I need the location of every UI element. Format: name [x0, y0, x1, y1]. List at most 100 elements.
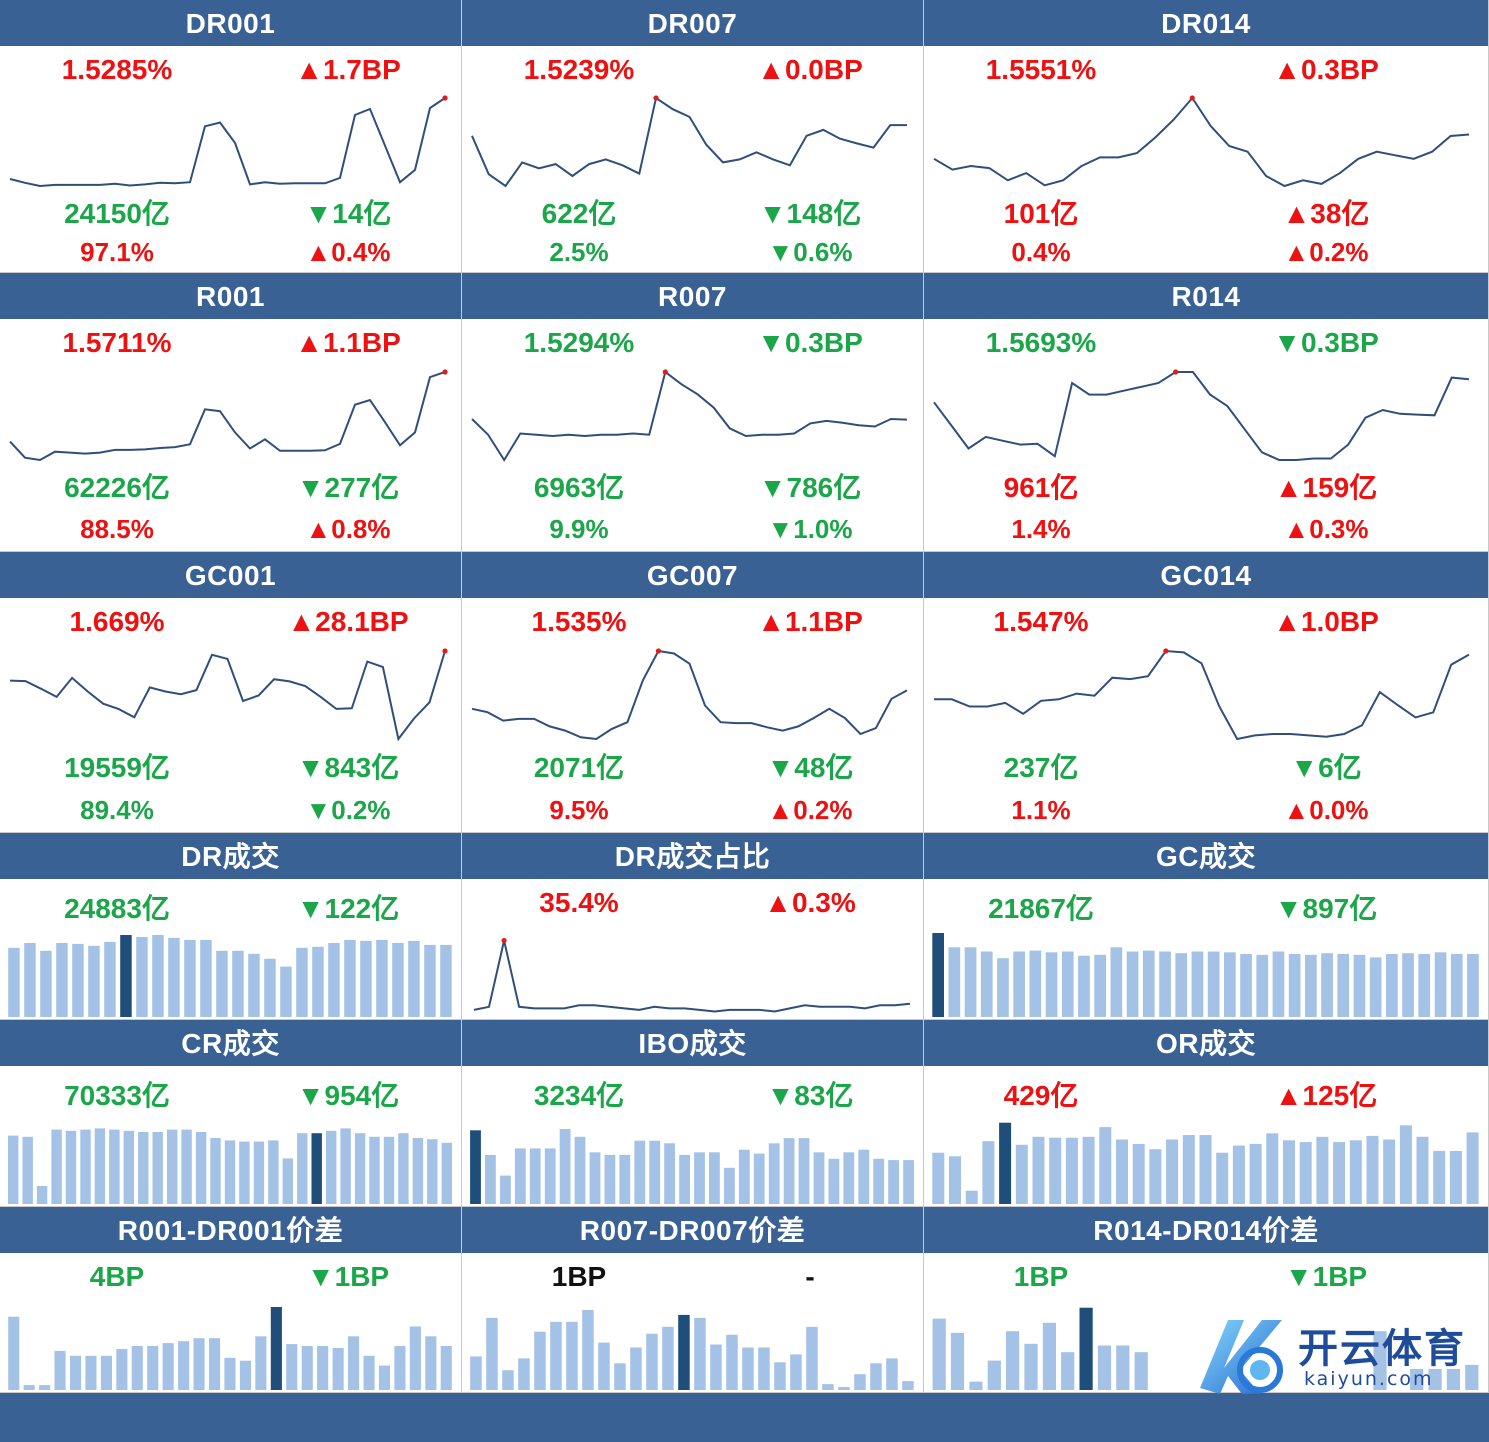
- bar-chart: [932, 1122, 1479, 1204]
- bar: [1399, 1125, 1412, 1204]
- bar: [70, 1355, 82, 1390]
- rate-value: 1.547%: [993, 606, 1089, 637]
- bar: [425, 1336, 437, 1390]
- bar: [1434, 952, 1447, 1017]
- bar: [168, 937, 180, 1017]
- bar: [1428, 1369, 1442, 1390]
- share-change: ▲0.4%: [305, 237, 391, 267]
- share-value: 9.5%: [549, 795, 609, 825]
- bar: [1418, 954, 1431, 1017]
- bar: [518, 1358, 530, 1390]
- bar: [40, 950, 52, 1017]
- bar: [649, 1140, 661, 1204]
- bar: [1159, 951, 1171, 1017]
- bar: [1433, 1150, 1446, 1204]
- bar: [724, 1167, 735, 1204]
- panel-r007: R007 1.5294% ▼0.3BP 6963亿 ▼786亿 9.9% ▼1.0%: [462, 273, 924, 552]
- bar: [982, 1141, 995, 1204]
- footer-bar: [0, 1393, 1489, 1442]
- bar: [980, 951, 993, 1017]
- bar: [679, 1154, 690, 1204]
- bar: [282, 1158, 293, 1204]
- bar: [54, 1350, 66, 1390]
- bar: [742, 1347, 754, 1390]
- bar: [1256, 954, 1269, 1017]
- bar: [500, 1175, 511, 1204]
- value-change: ▼122亿: [296, 893, 400, 924]
- bar: [408, 940, 420, 1017]
- bar: [152, 935, 164, 1017]
- panel-title: R001: [0, 273, 461, 319]
- bar: [1316, 1136, 1329, 1204]
- panel-gc007: GC007 1.535% ▲1.1BP 2071亿 ▼48亿 9.5% ▲0.2%: [462, 552, 924, 833]
- panel-title: DR014: [924, 0, 1488, 46]
- bar: [1410, 1369, 1424, 1390]
- share-change: ▲0.8%: [305, 514, 391, 544]
- bar: [65, 1130, 77, 1204]
- volume-value: 622亿: [541, 198, 617, 229]
- bar: [948, 947, 961, 1017]
- bar: [902, 1381, 914, 1390]
- bar: [806, 1326, 818, 1390]
- trend-line-chart: [471, 648, 908, 741]
- bar: [104, 941, 116, 1017]
- bar: [574, 1136, 586, 1204]
- rate-change: ▲1.1BP: [757, 606, 863, 637]
- rate-change: ▲0.0BP: [757, 54, 863, 85]
- bar: [88, 945, 100, 1017]
- bar: [709, 1152, 720, 1204]
- max-point-marker: [1163, 648, 1169, 654]
- value: 70333亿: [64, 1080, 170, 1111]
- max-point-marker: [501, 937, 507, 944]
- bar: [566, 1321, 578, 1390]
- value: 3234亿: [533, 1080, 625, 1111]
- share-value: 2.5%: [549, 237, 609, 267]
- bar: [470, 1356, 482, 1390]
- bar: [8, 947, 20, 1017]
- bar: [1134, 1352, 1148, 1390]
- panel-title: OR成交: [924, 1020, 1488, 1066]
- bar: [903, 1160, 914, 1204]
- bar: [280, 966, 292, 1017]
- rate-value: 1.669%: [69, 606, 165, 637]
- series-line: [473, 940, 911, 1013]
- bar: [828, 1158, 840, 1204]
- volume-value: 62226亿: [64, 472, 170, 503]
- bar-chart: [470, 1310, 914, 1390]
- bar: [80, 1129, 91, 1204]
- bar: [120, 935, 132, 1017]
- bar: [589, 1152, 601, 1204]
- bar: [646, 1333, 658, 1390]
- bar: [838, 1387, 850, 1390]
- bar: [209, 1338, 221, 1390]
- panel-r001: R001 1.5711% ▲1.1BP 62226亿 ▼277亿 88.5% ▲0.8%: [0, 273, 462, 552]
- panel-title: GC001: [0, 552, 461, 598]
- bar: [1006, 1331, 1020, 1390]
- bar: [1065, 1137, 1078, 1204]
- bar: [1097, 1345, 1112, 1390]
- bar: [311, 1133, 322, 1204]
- bar: [662, 1326, 674, 1390]
- bar: [1045, 952, 1058, 1017]
- bar: [85, 1355, 97, 1390]
- volume-change: ▼48亿: [766, 752, 854, 783]
- bar: [270, 1307, 282, 1390]
- bar: [1333, 1142, 1346, 1204]
- bar: [1232, 1145, 1245, 1204]
- bar: [726, 1334, 738, 1390]
- series-line: [933, 371, 1470, 461]
- bar: [1305, 954, 1317, 1017]
- bar: [441, 1142, 452, 1204]
- rate-change: ▲0.3BP: [1273, 54, 1379, 85]
- bar: [949, 1156, 961, 1204]
- bar-chart: [8, 1128, 452, 1204]
- value-change: ▼954亿: [296, 1080, 400, 1111]
- panel-title: DR成交: [0, 833, 461, 879]
- bar: [470, 1130, 481, 1204]
- bar: [224, 1357, 236, 1390]
- volume-value: 2071亿: [533, 752, 625, 783]
- value-change: ▲0.3%: [764, 887, 856, 918]
- share-change: ▼0.2%: [305, 795, 391, 825]
- bar: [550, 1321, 562, 1390]
- panel-r001_dr001: R001-DR001价差 4BP ▼1BP: [0, 1207, 462, 1393]
